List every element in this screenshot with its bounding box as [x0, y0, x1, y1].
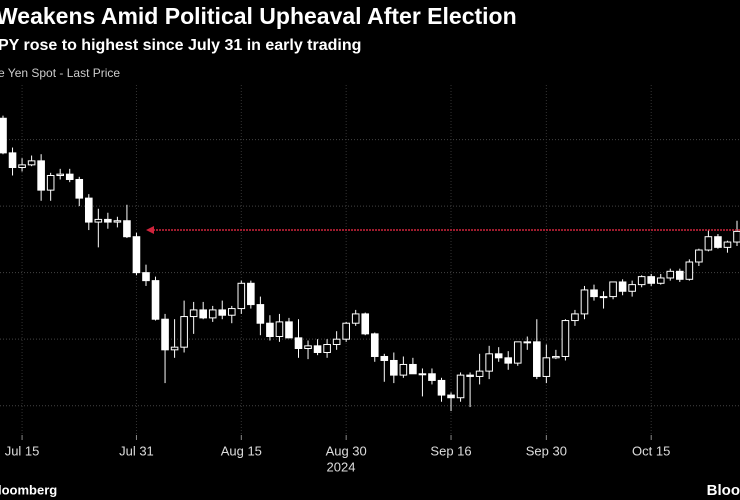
x-tick-label: Jul 31 [119, 443, 154, 458]
candle-body [8, 152, 17, 169]
candle-body [571, 313, 579, 322]
candle-body [370, 333, 379, 357]
candle-body [656, 277, 665, 284]
year-label: 2024 [327, 459, 356, 474]
candle-body [523, 341, 532, 344]
candle-body [361, 313, 370, 335]
candle-body [485, 353, 493, 372]
candle-body [695, 249, 703, 263]
candle-body [218, 309, 227, 316]
candle-body [199, 309, 207, 319]
x-tick-label: Aug 15 [221, 443, 262, 458]
brand: Bloo [707, 482, 740, 499]
candle-body [504, 357, 513, 364]
x-tick-label: Jul 15 [5, 443, 40, 458]
candle-body [714, 236, 722, 248]
reference-arrow [146, 226, 154, 235]
candle-body [56, 173, 64, 176]
candle-body [294, 337, 303, 349]
candle-body [513, 341, 522, 364]
candle-body [733, 230, 740, 243]
candle-body [590, 289, 598, 298]
candle-body [666, 270, 675, 279]
candle-body [65, 173, 74, 180]
candle-body [475, 370, 484, 377]
candle-body [456, 374, 465, 399]
candle-body [561, 320, 570, 357]
candle-body [542, 357, 551, 377]
candle-body [637, 276, 646, 286]
x-tick-label: Oct 15 [632, 443, 670, 458]
candle-body [704, 236, 713, 251]
candle-body [84, 197, 93, 223]
candle-body [189, 309, 198, 318]
candle-body [599, 296, 608, 299]
legend-label: e Yen Spot - Last Price [0, 66, 120, 80]
candle-body [18, 164, 26, 169]
candle-body [208, 309, 217, 319]
candle-body [342, 322, 350, 340]
candle-body [94, 218, 103, 223]
candle-body [313, 345, 322, 353]
candle-body [580, 289, 589, 315]
candle-body [380, 355, 389, 361]
candle-body [256, 304, 265, 324]
candle-body [609, 281, 617, 298]
candle-body [180, 316, 188, 348]
candle-body [247, 282, 255, 306]
candle-body [723, 241, 732, 248]
candle-body [151, 280, 160, 320]
candle-body [647, 276, 656, 284]
candle-body [104, 218, 112, 223]
candle-body [132, 236, 141, 274]
candle-body [618, 281, 627, 292]
candle-body [0, 117, 7, 154]
candle-body [123, 220, 131, 238]
candle-body [685, 261, 694, 280]
chart-title: Weakens Amid Political Upheaval After El… [0, 3, 517, 29]
candle-body [466, 374, 474, 377]
candle-body [266, 322, 274, 338]
candle-body [37, 160, 45, 191]
candle-body [399, 363, 408, 376]
candle-body [409, 363, 417, 375]
candle-body [552, 355, 560, 359]
candle-body [323, 344, 331, 353]
candle-body [628, 284, 636, 292]
candle-body [494, 353, 503, 359]
x-tick-label: Sep 30 [526, 443, 567, 458]
candle-body [227, 308, 236, 316]
candle-body [161, 318, 169, 351]
candle-body [275, 321, 284, 338]
candle-body [351, 313, 360, 324]
candle-body [447, 394, 455, 399]
candle-body [46, 174, 55, 191]
candle-body [418, 373, 427, 376]
x-tick-label: Sep 16 [430, 443, 471, 458]
candle-body [27, 160, 36, 166]
candle-body [304, 345, 312, 349]
candle-body [142, 272, 150, 282]
candle-body [75, 178, 84, 199]
candle-body [437, 379, 446, 396]
candle-body [676, 270, 684, 280]
candle-body [332, 338, 341, 346]
x-tick-label: Aug 30 [326, 443, 367, 458]
candle-body [237, 282, 246, 310]
candle-body [533, 341, 541, 377]
candle-body [170, 346, 179, 351]
candle-body [390, 359, 398, 376]
source: loomberg [0, 482, 57, 497]
candle-body [428, 373, 436, 381]
candle-body [285, 321, 293, 339]
chart-subtitle: PY rose to highest since July 31 in earl… [0, 37, 361, 54]
candle-body [113, 220, 122, 223]
